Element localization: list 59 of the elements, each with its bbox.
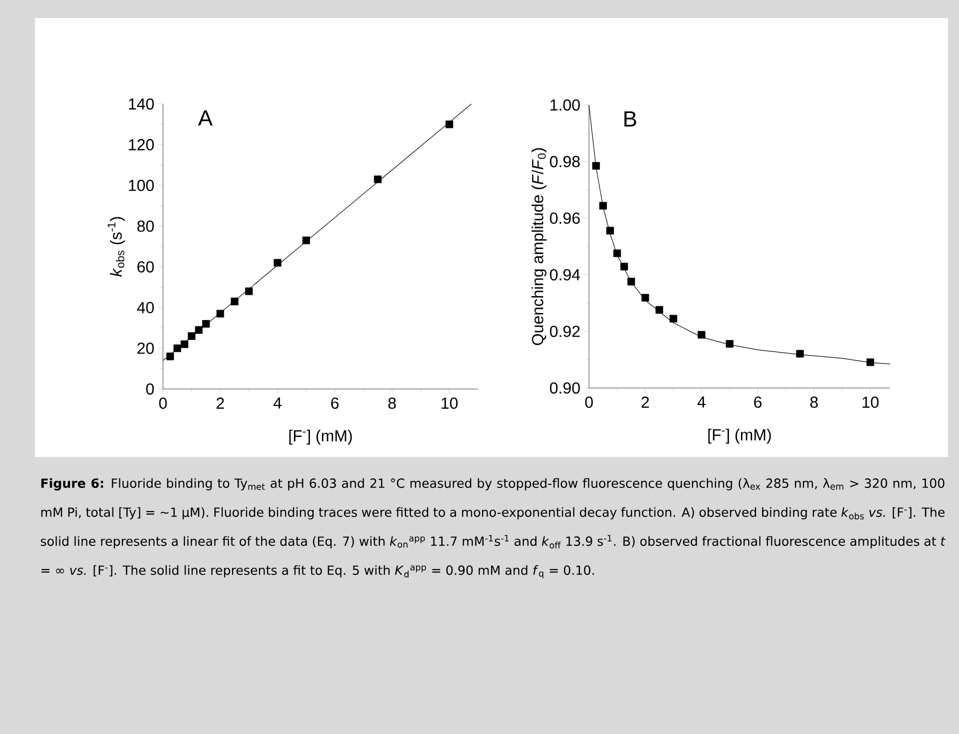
x-tick-label: 0 xyxy=(585,396,593,408)
point xyxy=(606,226,614,234)
point xyxy=(670,314,678,322)
point xyxy=(446,120,454,128)
point xyxy=(866,358,874,366)
y-tick-label: 0 xyxy=(146,383,154,395)
point xyxy=(620,262,628,270)
point xyxy=(274,258,282,267)
x-axis-title: [F$^{-}$] (mM) xyxy=(289,430,352,445)
x-tick-label: 10 xyxy=(442,398,458,409)
point xyxy=(302,236,310,244)
y-tick-label: 140 xyxy=(128,98,154,110)
point xyxy=(245,287,253,296)
point xyxy=(166,352,174,360)
x-tick-label: 6 xyxy=(331,398,339,409)
annotation: A xyxy=(198,110,213,126)
y-tick-label: 0.90 xyxy=(550,382,580,394)
x-tick-label: 8 xyxy=(388,398,396,409)
text: Figure 6: Fluoride binding to Ty$_{met}$ at pH 6.03 and 21 °C measured by stopped-flow fluorescence quenching (λ$_{ex}$ 285 nm, λ$_{em}$ > 320 nm, 100 mM Pi, total [Ty] = ~1 µM). Fluoride binding traces were fitted to a mono-exponential decay function. A) observed binding rate k$_{obs}$ vs. [F$^{-}$]. The solid line represents a linear fit of the data (Eq. 7) with k$_{on}$$^{app}$ 11.7 mM$^{-1}$s$^{-1}$ and k$_{off}$ 13.9 s$^{-1}$. B) observed fractional fluorescence amplitudes at t = ∞ vs. [F$^{-}$]. The solid line represents a fit to Eq. 5 with K$_{d}$$^{app}$ = 0.90 mM and f$_{q}$ = 0.10. xyxy=(40,478,946,578)
y-tick-label: 120 xyxy=(128,139,154,150)
x-tick-label: 8 xyxy=(810,396,818,408)
y-tick-label: 20 xyxy=(137,342,154,354)
point xyxy=(202,320,210,328)
x-tick-label: 2 xyxy=(216,398,224,409)
point xyxy=(613,249,621,258)
point xyxy=(230,298,238,306)
x-axis-title: [F$^{-}$] (mM) xyxy=(708,428,771,444)
x-tick-label: 4 xyxy=(697,396,706,408)
point xyxy=(599,202,607,210)
point xyxy=(194,326,203,334)
y-tick-label: 40 xyxy=(137,302,154,314)
x-tick-label: 4 xyxy=(273,398,282,409)
y-tick-label: 1.00 xyxy=(550,99,580,111)
point xyxy=(796,350,804,358)
y-tick-label: 0.98 xyxy=(550,156,580,168)
point xyxy=(726,340,734,348)
x-tick-label: 10 xyxy=(862,396,879,408)
point xyxy=(180,340,188,348)
y-tick-label: 0.96 xyxy=(550,212,580,224)
y-tick-label: 0.94 xyxy=(550,269,580,280)
point xyxy=(698,330,706,339)
x-tick-label: 0 xyxy=(159,398,167,409)
point xyxy=(656,306,664,314)
y-tick-label: 60 xyxy=(137,261,154,273)
point xyxy=(592,162,600,170)
x-tick-label: 2 xyxy=(642,396,649,408)
y-axis-title: Quenching amplitude (F/F$_{0}$) xyxy=(532,148,546,346)
y-tick-label: 80 xyxy=(137,220,154,232)
point xyxy=(216,310,224,318)
point xyxy=(188,332,196,340)
y-tick-label: 0.92 xyxy=(550,326,580,338)
point xyxy=(174,344,182,352)
point xyxy=(627,278,636,286)
x-tick-label: 6 xyxy=(754,396,762,408)
y-axis-title: k$_{obs}$ (s$^{-1}$) xyxy=(108,217,125,277)
y-tick-label: 100 xyxy=(128,180,154,192)
annotation: B xyxy=(624,111,636,126)
point xyxy=(374,176,382,184)
point xyxy=(641,294,650,302)
